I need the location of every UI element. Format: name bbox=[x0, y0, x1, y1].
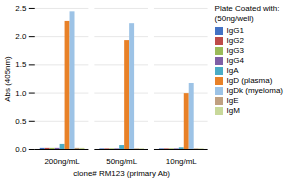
html-text:IgG3: IgG3 bbox=[226, 46, 244, 55]
svg-text:50ng/mL: 50ng/mL bbox=[106, 157, 137, 166]
svg-text:1.0: 1.0 bbox=[15, 89, 27, 98]
html-text:IgG1: IgG1 bbox=[226, 26, 244, 35]
html-text:IgDk (myeloma): IgDk (myeloma) bbox=[226, 86, 283, 95]
svg-text:200ng/mL: 200ng/mL bbox=[44, 157, 80, 166]
svg-text:0.5: 0.5 bbox=[15, 117, 27, 126]
svg-text:10ng/mL: 10ng/mL bbox=[166, 157, 197, 166]
html-text:IgM: IgM bbox=[226, 106, 240, 115]
svg-text:clone# RM123 (primary Ab): clone# RM123 (primary Ab) bbox=[73, 169, 170, 178]
html-text:IgG4: IgG4 bbox=[226, 56, 244, 65]
svg-text:1.5: 1.5 bbox=[15, 60, 27, 69]
svg-text:Abs (405nm): Abs (405nm) bbox=[3, 56, 12, 102]
svg-text:2.5: 2.5 bbox=[15, 4, 27, 13]
html-text:IgA: IgA bbox=[226, 66, 239, 75]
html-text:IgE: IgE bbox=[226, 96, 239, 105]
html-text:Plate Coated with: (50ng/well): Plate Coated with: (50ng/well) bbox=[214, 4, 280, 23]
html-text:IgD (plasma): IgD (plasma) bbox=[226, 76, 273, 85]
svg-text:0.0: 0.0 bbox=[15, 145, 27, 154]
svg-text:2.0: 2.0 bbox=[15, 32, 27, 41]
html-text:IgG2: IgG2 bbox=[226, 36, 244, 45]
